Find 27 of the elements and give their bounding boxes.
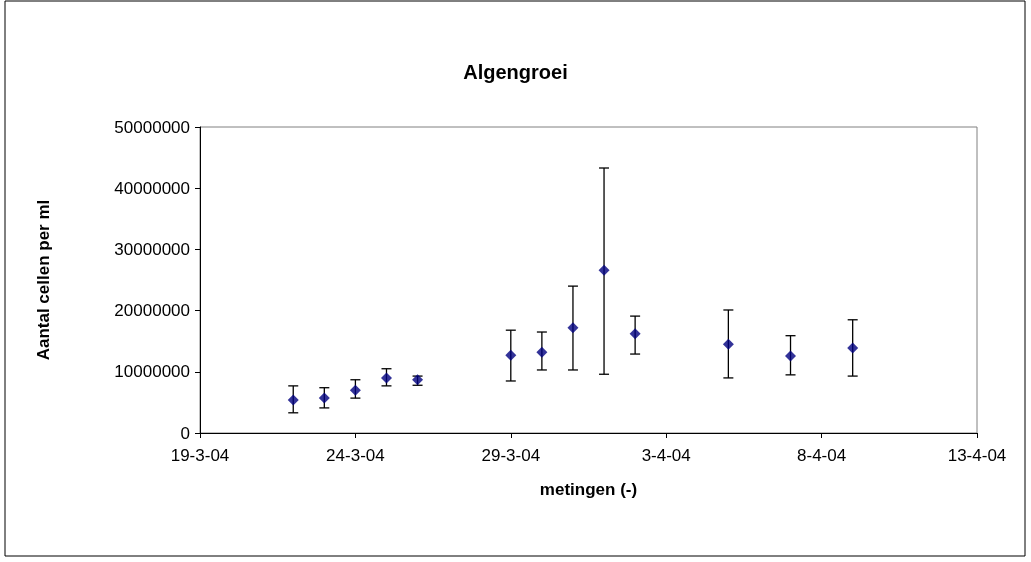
point bbox=[287, 394, 299, 406]
x-tick-label: 19-3-04 bbox=[170, 446, 230, 465]
y-axis-title: Aantal cellen per ml bbox=[34, 199, 53, 361]
point bbox=[536, 346, 548, 358]
point bbox=[380, 372, 392, 384]
point bbox=[505, 349, 517, 361]
y-tick-label: 40000000 bbox=[114, 178, 190, 198]
point bbox=[567, 322, 579, 334]
y-tick-label: 0 bbox=[180, 423, 190, 443]
point bbox=[318, 392, 330, 404]
x-tick-label: 13-4-04 bbox=[947, 446, 1007, 465]
chart-title: Algengroei bbox=[463, 61, 568, 83]
point bbox=[629, 328, 641, 340]
point bbox=[847, 342, 859, 354]
point bbox=[598, 264, 610, 276]
point bbox=[785, 350, 797, 362]
point bbox=[349, 384, 361, 396]
x-tick-label: 24-3-04 bbox=[326, 446, 385, 465]
x-tick-label: 29-3-04 bbox=[481, 446, 541, 465]
x-tick-label: 8-4-04 bbox=[797, 446, 847, 465]
y-tick-label: 50000000 bbox=[114, 117, 190, 137]
x-tick-label: 3-4-04 bbox=[641, 446, 691, 465]
x-axis-title: metingen (-) bbox=[539, 480, 638, 499]
y-tick-label: 10000000 bbox=[114, 362, 190, 382]
y-tick-label: 20000000 bbox=[114, 301, 190, 321]
point bbox=[722, 338, 734, 350]
y-tick-label: 30000000 bbox=[114, 239, 190, 259]
